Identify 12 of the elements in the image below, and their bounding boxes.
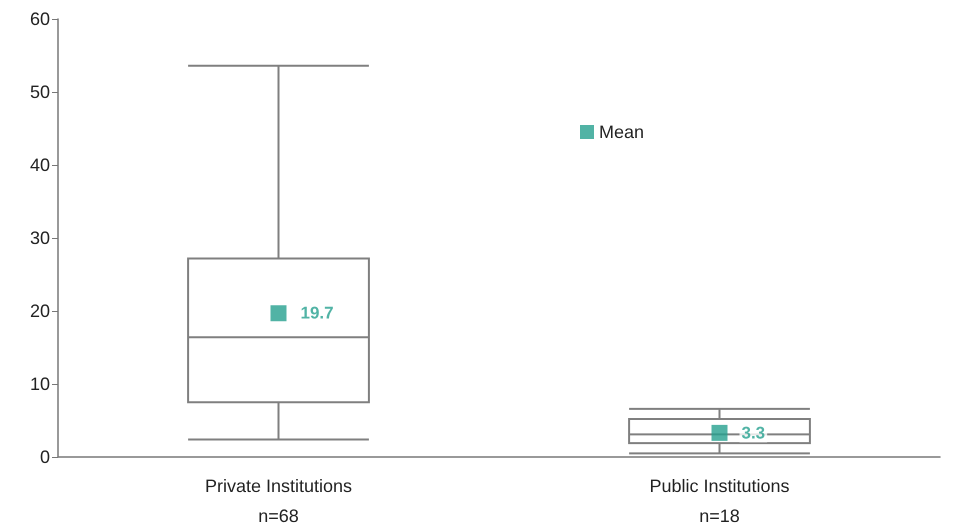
y-tick-label: 30 [30, 228, 50, 248]
data-label: 3.3 [742, 423, 766, 442]
y-tick-label: 60 [30, 9, 50, 29]
y-tick-label: 20 [30, 301, 50, 321]
data-label: 19.7 [300, 304, 334, 323]
x-tick-label: Public Institutions n=18 [649, 476, 790, 526]
x-tick-label: Private Institutions n=68 [204, 476, 352, 526]
y-tick-label: 10 [30, 374, 50, 394]
y-tick-label: 40 [30, 155, 50, 175]
y-tick-label: 0 [40, 447, 50, 467]
legend-label: Mean [599, 122, 644, 142]
y-tick-label: 50 [30, 82, 50, 102]
